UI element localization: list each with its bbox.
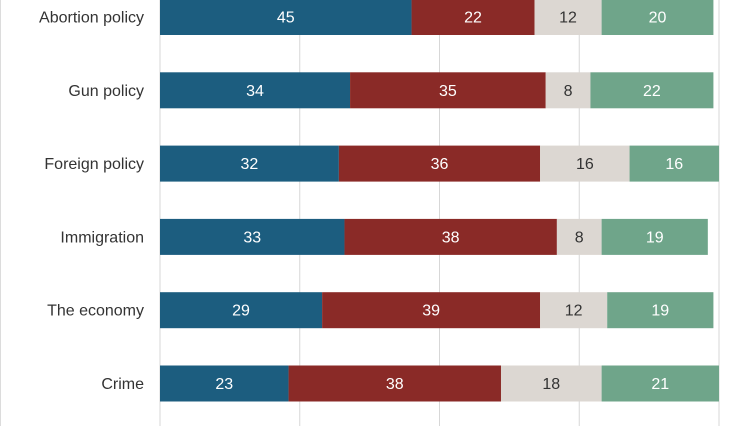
bar-segment <box>500 365 602 402</box>
data-label: 12 <box>559 10 577 27</box>
bar-row: 23 38 18 21 <box>160 365 719 402</box>
bar-segment <box>160 218 345 255</box>
bar-segment <box>556 218 602 255</box>
bar-segment <box>590 72 714 109</box>
data-label: 38 <box>386 376 404 393</box>
bar-row: 29 39 12 19 <box>160 292 714 329</box>
data-label: 18 <box>542 376 560 393</box>
category-label: Abortion policy <box>39 10 144 27</box>
category-label: Foreign policy <box>44 156 144 173</box>
data-label: 45 <box>277 10 295 27</box>
bar-segment <box>350 72 546 109</box>
bar-segment <box>322 292 541 329</box>
bar-segment <box>601 218 708 255</box>
data-label: 12 <box>565 303 583 320</box>
data-label: 35 <box>439 83 457 100</box>
bar-row: 34 35 8 22 <box>160 72 714 109</box>
data-label: 20 <box>649 10 667 27</box>
data-label: 23 <box>215 376 233 393</box>
data-label: 16 <box>576 156 594 173</box>
data-label: 19 <box>646 229 664 246</box>
bar-segment <box>545 72 591 109</box>
gridlines <box>159 0 720 426</box>
data-label: 21 <box>651 376 669 393</box>
bar-row: 32 36 16 16 <box>160 145 719 182</box>
category-label: Crime <box>101 376 144 393</box>
data-label: 16 <box>665 156 683 173</box>
bar-segment <box>534 0 602 35</box>
bar-segment <box>540 145 630 182</box>
bar-segment <box>338 145 541 182</box>
bar-segment <box>629 145 719 182</box>
data-label: 22 <box>464 10 482 27</box>
bar-segment <box>160 0 412 35</box>
data-label: 22 <box>643 83 661 100</box>
data-label: 8 <box>564 83 573 100</box>
bar-segment <box>607 292 714 329</box>
bar-segment <box>601 0 714 35</box>
bar-segment <box>160 292 323 329</box>
bar-segment <box>540 292 608 329</box>
data-label: 29 <box>232 303 250 320</box>
bar-segment <box>160 145 339 182</box>
data-label: 38 <box>442 229 460 246</box>
bar-segment <box>288 365 501 402</box>
data-label: 19 <box>651 303 669 320</box>
data-label: 8 <box>575 229 584 246</box>
data-label: 34 <box>246 83 264 100</box>
data-label: 33 <box>243 229 261 246</box>
category-label: The economy <box>47 303 144 320</box>
category-label: Gun policy <box>68 83 144 100</box>
bar-segment <box>601 365 719 402</box>
bar-segment <box>344 218 557 255</box>
bars: 45 22 12 20 34 35 8 22 32 36 16 16 33 38 8 19 29 39 12 19 23… <box>160 0 719 402</box>
category-label: Immigration <box>60 229 144 246</box>
bar-segment <box>160 365 289 402</box>
data-label: 39 <box>422 303 440 320</box>
bar-row: 33 38 8 19 <box>160 218 708 255</box>
bar-row: 45 22 12 20 <box>160 0 714 35</box>
bar-segment <box>411 0 535 35</box>
data-label: 32 <box>241 156 259 173</box>
bar-segment <box>160 72 351 109</box>
data-label: 36 <box>431 156 449 173</box>
